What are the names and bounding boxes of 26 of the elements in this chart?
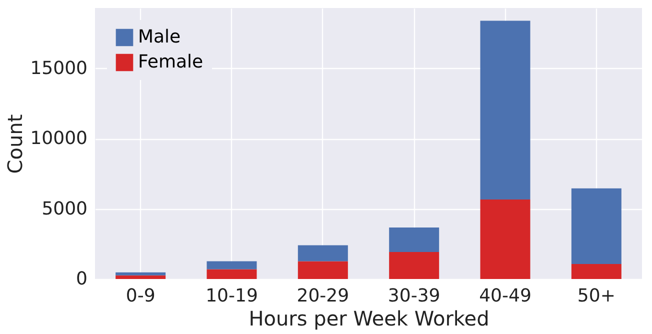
x-tick-label: 40-49 [479,286,532,306]
bar [480,20,530,200]
x-tick-label: 20-29 [296,286,350,306]
bar [116,275,166,279]
bar [206,269,257,279]
legend-label: Female [138,52,204,72]
y-tick-label: 10000 [30,128,88,150]
bar [298,261,348,279]
x-tick-label: 0-9 [126,286,156,306]
bar [298,245,348,262]
y-tick-label: 5000 [42,198,88,220]
legend-label: Male [138,26,181,48]
bar [571,264,622,279]
y-tick-label: 15000 [30,58,88,79]
bar [116,272,166,276]
y-tick-label: 0 [76,268,88,290]
x-axis-title: Hours per Week Worked [248,306,490,330]
y-axis-title: Count [3,114,28,174]
bar [480,200,530,279]
bar [206,261,257,270]
x-tick-label: 30-39 [388,286,440,306]
bar [571,188,622,264]
bar [389,252,440,279]
x-tick-label: 10-19 [206,286,258,306]
bar [389,227,440,252]
x-tick-label: 50+ [577,286,616,306]
